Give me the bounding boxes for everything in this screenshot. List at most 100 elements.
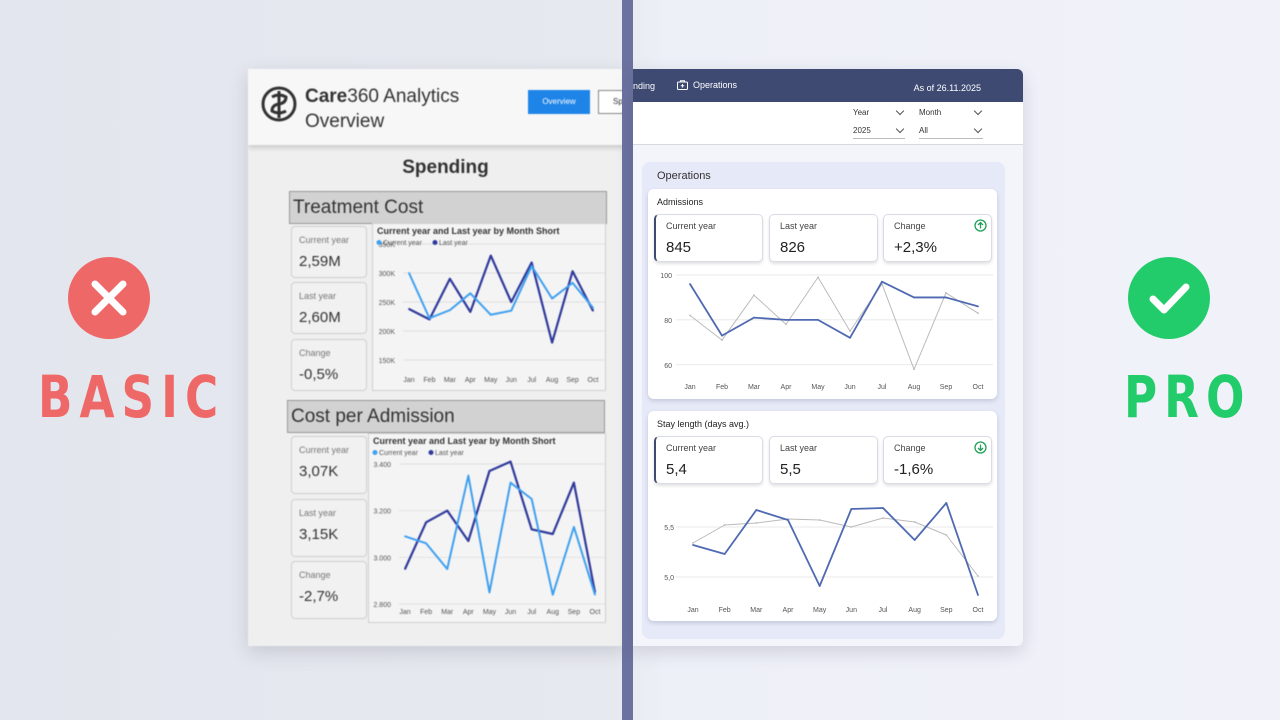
data-point (404, 535, 406, 538)
y-tick-label: 150K (379, 358, 396, 365)
y-tick-label: 5,0 (664, 575, 674, 582)
data-point (945, 292, 947, 294)
section-title-cost-per-admission: Cost per Admission (287, 400, 605, 433)
data-point (787, 519, 789, 521)
x-tick-label: Mar (441, 609, 454, 616)
data-point (592, 309, 594, 312)
x-tick-label: Jul (878, 384, 887, 391)
y-tick-label: 250K (379, 300, 396, 307)
data-point (977, 305, 979, 308)
x-tick-label: Jun (505, 609, 516, 616)
kpi-card: Change -0,5% (291, 339, 367, 391)
kpi-change: Change -1,6% (883, 436, 992, 484)
kpi-card: Current year 3,07K (291, 436, 367, 494)
data-point (509, 481, 512, 484)
data-point (530, 265, 533, 267)
x-tick-label: Mar (748, 384, 761, 391)
y-tick-label: 3.000 (373, 555, 391, 562)
data-point (488, 470, 491, 472)
data-point (913, 521, 916, 523)
x-tick-label: Apr (783, 607, 795, 614)
data-point (551, 341, 554, 344)
stay-length-card: Stay length (days avg.) Current year 5,4 … (648, 411, 997, 621)
pro-dashboard: nding Operations As of 26.11.2025 Year 2… (633, 69, 1023, 646)
x-tick-label: Jan (399, 609, 410, 616)
data-point (689, 314, 691, 317)
x-tick-label: Oct (588, 377, 599, 384)
data-point (425, 521, 428, 524)
card-title: Admissions (657, 197, 704, 207)
basic-dashboard: Care360 Analytics Overview Overview Sp S… (248, 69, 626, 646)
treatment-cost-chart: Current year and Last year by Month Shor… (372, 223, 606, 391)
series-last-year-line (692, 517, 979, 577)
comparison-divider (622, 0, 633, 720)
data-point (721, 334, 723, 337)
data-point (850, 526, 853, 528)
x-tick-label: Jun (844, 384, 855, 391)
x-tick-label: Feb (719, 607, 731, 614)
x-tick-label: Aug (908, 384, 921, 391)
kpi-current-year: Current year 845 (654, 214, 763, 262)
data-point (755, 509, 758, 511)
kpi-last-year: Last year 5,5 (769, 436, 878, 484)
x-tick-label: Jan (687, 607, 698, 614)
data-point (945, 296, 947, 299)
data-point (467, 474, 470, 477)
chevron-down-icon (895, 106, 905, 116)
data-point (849, 330, 851, 333)
legend-marker (376, 240, 382, 245)
x-tick-label: Jul (527, 377, 536, 384)
checkmark-icon (1128, 257, 1210, 339)
legend-marker (432, 240, 438, 245)
data-point (785, 318, 787, 321)
data-point (488, 591, 491, 594)
operations-section: Operations Admissions Current year 845 La… (642, 162, 1005, 639)
series-current-year-line (404, 474, 596, 596)
x-tick-label: Oct (973, 384, 984, 391)
x-tick-label: Sep (940, 607, 953, 614)
overview-button[interactable]: Overview (528, 90, 590, 114)
legend-label: Last year (439, 240, 468, 247)
x-tick-label: Jun (506, 377, 517, 384)
x-tick-label: Feb (716, 384, 728, 391)
data-point (551, 593, 554, 596)
data-point (530, 498, 533, 500)
basic-header: Care360 Analytics Overview Overview Sp (248, 69, 626, 145)
x-tick-label: May (483, 609, 497, 616)
filter-bar: Year 2025 Month All (633, 102, 1023, 145)
y-tick-label: 2.800 (373, 602, 391, 609)
x-tick-label: Jan (403, 377, 414, 384)
section-title: Operations (657, 170, 711, 182)
data-point (692, 542, 694, 544)
nav-tab-operations[interactable]: Operations (677, 80, 737, 90)
data-point (571, 270, 574, 273)
medical-case-icon (677, 80, 688, 90)
data-point (817, 276, 819, 279)
series-last-year-line (408, 254, 594, 344)
data-point (530, 261, 533, 264)
page-subtitle: Overview (305, 111, 385, 132)
y-tick-label: 200K (379, 329, 396, 336)
data-point (572, 481, 575, 484)
nav-tab-spending[interactable]: nding (633, 81, 656, 91)
data-point (785, 323, 787, 326)
data-point (448, 309, 451, 312)
spending-button[interactable]: Sp (598, 90, 626, 114)
data-point (977, 575, 979, 577)
data-point (571, 281, 574, 284)
data-point (489, 313, 492, 316)
legend-label: Current year (383, 240, 423, 247)
data-point (594, 593, 596, 596)
y-tick-label: 5,5 (664, 525, 674, 532)
data-point (913, 296, 915, 299)
card-title: Stay length (days avg.) (657, 419, 750, 429)
kpi-current-year: Current year 5,4 (654, 436, 763, 484)
x-tick-label: Aug (546, 377, 559, 384)
data-point (530, 528, 533, 531)
kpi-card: Last year 3,15K (291, 499, 367, 557)
data-point (945, 534, 948, 536)
data-point (425, 542, 428, 545)
y-tick-label: 60 (664, 363, 672, 370)
data-point (510, 309, 513, 312)
data-point (692, 544, 694, 546)
